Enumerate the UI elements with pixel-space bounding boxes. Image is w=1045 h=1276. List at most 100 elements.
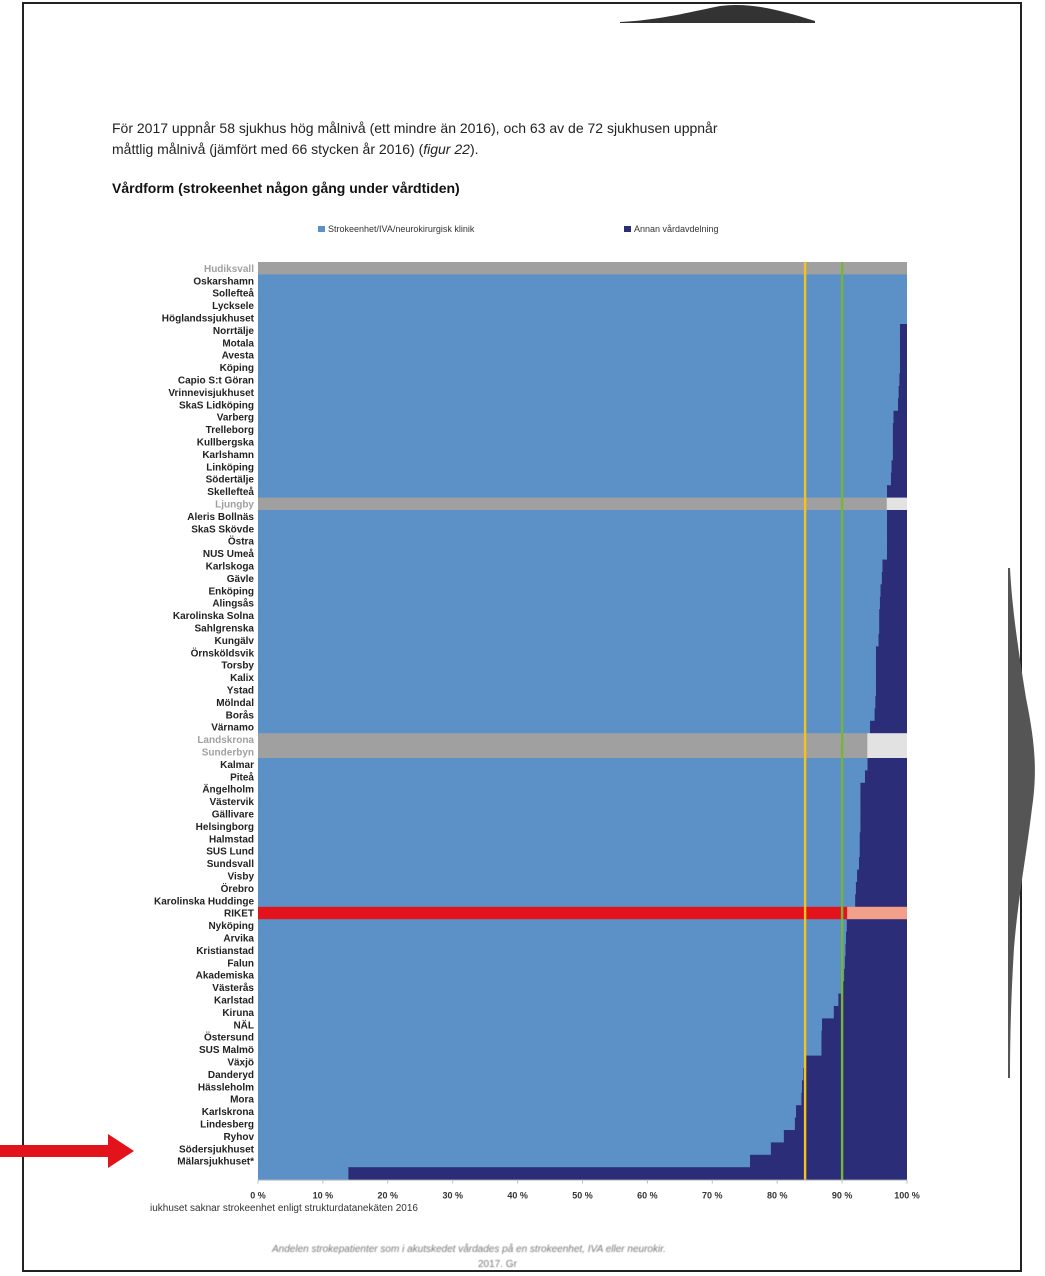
bar-stroke-24 [258, 559, 883, 573]
bar-stroke-34 [258, 683, 876, 697]
bar-stroke-14 [258, 435, 893, 449]
x-tick-label-3: 30 % [442, 1191, 463, 1201]
category-label-39: Sunderbyn [202, 748, 254, 759]
category-label-60: Kiruna [222, 1008, 254, 1019]
category-label-28: Karolinska Solna [173, 611, 255, 622]
bar-stroke-29 [258, 621, 880, 635]
bar-annan-21 [886, 522, 907, 536]
bar-stroke-20 [258, 510, 887, 523]
category-label-56: Falun [227, 958, 254, 969]
bar-annan-19 [886, 497, 907, 511]
bar-annan-73 [348, 1167, 907, 1181]
bar-annan-54 [845, 931, 907, 945]
category-label-62: Östersund [204, 1031, 254, 1044]
bar-stroke-59 [258, 993, 839, 1007]
bar-annan-71 [770, 1142, 907, 1156]
category-label-27: Alingsås [212, 598, 254, 610]
category-label-7: Avesta [222, 351, 255, 362]
bar-stroke-12 [258, 410, 894, 424]
bar-stroke-73 [258, 1167, 349, 1181]
chart-legend: Strokeenhet/IVA/neurokirurgisk klinik An… [258, 224, 908, 240]
bar-annan-33 [875, 671, 907, 685]
x-tick-label-2: 20 % [378, 1191, 399, 1201]
bar-stroke-55 [258, 944, 846, 957]
bar-annan-39 [867, 745, 907, 759]
bar-annan-8 [899, 361, 907, 375]
x-tick-label-8: 80 % [767, 1191, 788, 1201]
category-label-36: Borås [226, 709, 255, 721]
bar-annan-22 [886, 534, 907, 548]
caption-line-2: 2017. Gr [478, 1259, 517, 1270]
legend-swatch-stroke [318, 226, 325, 232]
category-label-38: Landskrona [197, 735, 254, 746]
category-label-61: NÄL [233, 1018, 254, 1031]
bar-stroke-26 [258, 584, 881, 598]
intro-line-2c: ). [469, 141, 479, 157]
bar-annan-40 [867, 758, 907, 771]
bar-stroke-13 [258, 423, 893, 437]
bar-annan-68 [796, 1105, 907, 1119]
category-label-25: Gävle [227, 574, 255, 585]
x-tick-label-9: 90 % [832, 1191, 853, 1201]
category-label-55: Kristianstad [196, 946, 254, 957]
bar-stroke-46 [258, 832, 860, 846]
bar-annan-20 [886, 510, 907, 523]
bar-annan-10 [898, 386, 907, 399]
bar-annan-32 [875, 658, 907, 672]
bar-stroke-4 [258, 311, 907, 325]
bar-stroke-70 [258, 1130, 784, 1143]
category-label-32: Torsby [221, 661, 254, 672]
x-tick-label-6: 60 % [637, 1191, 658, 1201]
bar-annan-43 [860, 795, 907, 809]
category-label-33: Kalix [230, 673, 254, 684]
bar-annan-17 [890, 472, 907, 486]
bar-annan-30 [878, 634, 907, 647]
bar-stroke-3 [258, 299, 907, 313]
bar-stroke-36 [258, 708, 875, 722]
bar-stroke-40 [258, 758, 868, 771]
category-label-30: Kungälv [215, 636, 255, 647]
chart-heading: Vårdform (strokeenhet någon gång under v… [112, 180, 460, 196]
caption-line-1: Andelen strokepatienter som i akutskedet… [272, 1244, 666, 1255]
category-label-6: Motala [222, 338, 254, 349]
bar-annan-25 [881, 572, 907, 585]
bar-stroke-23 [258, 547, 887, 561]
bar-stroke-45 [258, 820, 861, 833]
clipped-blob-side [1008, 568, 1035, 1078]
legend-swatch-annan [624, 226, 631, 232]
bar-annan-60 [833, 1006, 907, 1019]
bar-annan-51 [855, 894, 907, 908]
bar-annan-56 [844, 956, 907, 970]
bar-stroke-7 [258, 348, 900, 362]
bar-annan-23 [886, 547, 907, 561]
bar-annan-9 [899, 373, 907, 387]
category-label-50: Örebro [221, 882, 254, 895]
bar-stroke-2 [258, 286, 907, 300]
bar-annan-14 [892, 435, 907, 449]
x-tick-label-1: 10 % [313, 1191, 334, 1201]
bar-annan-36 [874, 708, 907, 722]
bar-stroke-60 [258, 1006, 834, 1019]
bar-stroke-19 [258, 497, 887, 511]
bar-stroke-31 [258, 646, 876, 660]
bar-annan-59 [838, 993, 907, 1007]
category-label-1: Oskarshamn [193, 276, 254, 287]
bar-stroke-32 [258, 658, 876, 672]
category-label-21: SkaS Skövde [191, 524, 254, 535]
x-tick-label-10: 100 % [894, 1191, 920, 1201]
category-label-19: Ljungby [215, 500, 254, 511]
bar-annan-44 [860, 807, 907, 821]
bar-stroke-67 [258, 1092, 802, 1106]
bar-stroke-52 [258, 906, 848, 920]
bar-stroke-43 [258, 795, 861, 809]
category-label-57: Akademiska [196, 971, 255, 982]
category-label-16: Linköping [206, 462, 254, 473]
bar-annan-72 [749, 1154, 907, 1168]
bar-stroke-33 [258, 671, 876, 685]
bar-stroke-0 [258, 262, 907, 275]
bar-stroke-71 [258, 1142, 771, 1156]
category-label-63: SUS Malmö [199, 1045, 254, 1056]
category-label-26: Enköping [208, 586, 254, 597]
bar-annan-16 [891, 460, 907, 474]
